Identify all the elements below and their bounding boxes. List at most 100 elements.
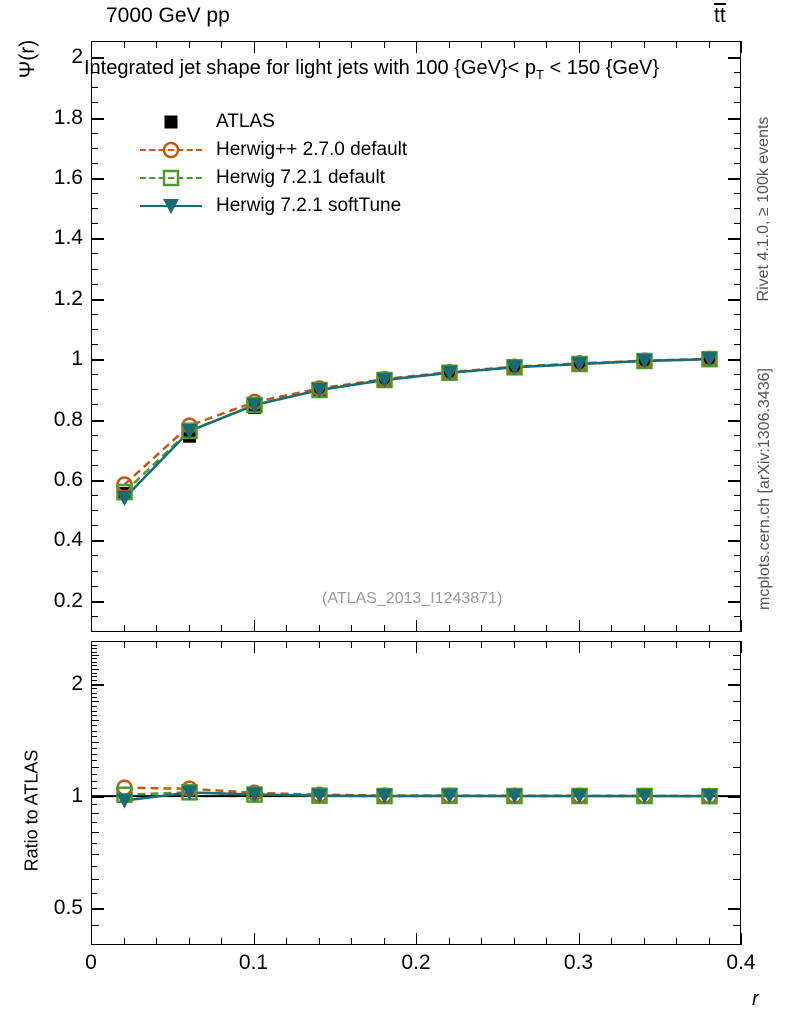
ytick-minor-main-right [734,328,741,330]
ytick-minor-main [91,495,98,497]
ytick-minor-main-right [734,313,741,315]
ytick-minor-main [91,585,98,587]
ytick-minor-ratio [91,710,97,712]
ytick-major-main-right [728,540,741,543]
ytick-label-main: 0.6 [53,467,83,491]
ytick-minor-main [91,132,98,134]
datapoint-herwig-7-2-1-softtune [636,353,653,369]
ytick-minor-main [91,344,98,346]
legend-entry-herwig-7-2-1-softtune[interactable]: Herwig 7.2.1 softTune [140,192,407,220]
ytick-minor-ratio [91,832,97,834]
xtick-major-ratio-bottom [416,933,417,945]
xtick-minor-main-top [318,41,320,48]
ytick-minor-ratio-right [733,668,741,670]
xtick-minor-ratio-top [221,641,222,648]
ytick-minor-ratio-right [733,684,741,686]
ytick-major-main-right [728,419,741,422]
legend-entry-atlas[interactable]: ATLAS [140,108,407,136]
ytick-minor-main-right [734,585,741,587]
ratio-plot-panel [91,641,741,945]
xtick-major-main-top [253,41,255,53]
xtick-minor-ratio-bottom [708,938,710,945]
ytick-minor-ratio [91,696,97,698]
xtick-minor-ratio-bottom [676,938,677,945]
ratio-datapoint-herwig-7-2-1-softtune [376,789,393,805]
overline-bar [714,3,726,5]
xtick-minor-main-top [708,41,710,48]
legend-key-1 [140,139,202,161]
ytick-label-main: 0.4 [53,528,83,552]
xtick-minor-ratio-bottom [546,938,547,945]
ytick-minor-ratio [91,715,97,717]
ytick-major-main-right [728,238,741,241]
xtick-minor-ratio-top [318,641,320,648]
xtick-minor-main-bottom [318,625,320,632]
ytick-minor-ratio [91,853,97,855]
xtick-major-ratio-top [253,641,255,653]
ytick-minor-main-right [734,253,741,255]
ytick-minor-ratio [91,736,97,738]
y-axis-label-main: Ψ(r) [16,39,39,79]
ratio-datapoint-herwig-7-2-1-softtune [506,789,523,805]
ytick-major-main-right [728,359,741,362]
legend-entry-herwig-2-7-0-default[interactable]: Herwig++ 2.7.0 default [140,136,407,164]
series-line-herwig-7-2-1-default [123,357,710,493]
x-axis-label: r [752,988,759,1010]
ratio-plot-area [92,642,740,944]
xtick-minor-main-top [221,41,222,48]
main-plot-svg [116,350,718,507]
legend-label-1: Herwig++ 2.7.0 default [216,139,408,160]
xtick-minor-main-top [481,41,482,48]
xtick-label: 0.3 [563,951,594,974]
legend-key-2 [140,167,202,189]
xtick-minor-ratio-top [481,641,482,648]
ytick-minor-main-right [734,510,741,512]
ytick-minor-main-right [734,555,741,557]
legend-marker-glyph-1 [162,141,180,159]
ytick-minor-main [91,223,98,225]
ytick-label-main: 1.4 [53,226,83,250]
ytick-minor-ratio-right [733,701,741,703]
ytick-minor-main [91,283,98,285]
xtick-minor-ratio-bottom [318,938,320,945]
ytick-minor-main-right [734,525,741,527]
xtick-minor-ratio-bottom [481,938,482,945]
xtick-label: 0.2 [401,951,431,974]
xtick-minor-ratio-top [643,641,645,648]
xtick-major-main-top [741,41,742,53]
xtick-minor-ratio-bottom [643,938,645,945]
ytick-minor-main-right [734,132,741,134]
rivet-version-note: Rivet 4.1.0, ≥ 100k events [755,116,772,302]
ytick-minor-main-right [734,87,741,89]
xtick-minor-main-top [676,41,677,48]
process-label: tt [714,3,726,28]
ytick-minor-ratio [91,672,97,674]
legend-line-2 [140,177,202,179]
xtick-major-main-bottom [741,620,742,632]
legend-marker-square-open [162,169,180,187]
legend-label-2: Herwig 7.2.1 default [216,167,385,188]
ytick-minor-ratio [91,658,97,660]
xtick-major-ratio-top [416,641,417,653]
ytick-minor-ratio-right [733,924,741,926]
ytick-major-ratio [91,796,104,799]
ytick-minor-main-right [734,464,741,466]
ytick-minor-main-right [734,570,741,572]
ytick-minor-main-right [734,344,741,346]
ytick-minor-main [91,253,98,255]
ratio-datapoint-herwig-7-2-1-softtune [116,793,133,809]
xtick-major-main-top [91,41,92,53]
ytick-minor-ratio [91,753,97,755]
ytick-minor-main [91,570,98,572]
xtick-minor-main-top [546,41,547,48]
xtick-major-main-bottom [578,620,580,632]
ratio-datapoint-herwig-7-2-1-softtune [311,788,328,804]
ytick-minor-ratio [91,796,97,798]
ytick-minor-main [91,434,98,436]
legend-entry-herwig-7-2-1-default[interactable]: Herwig 7.2.1 default [140,164,407,192]
ytick-minor-main [91,555,98,557]
xtick-minor-ratio-bottom [383,938,385,945]
series-line-herwig-7-2-1-softtune [123,357,710,499]
ytick-minor-main [91,162,98,164]
mcplots-source-note: mcplots.cern.ch [arXiv:1306.3436] [756,368,773,610]
